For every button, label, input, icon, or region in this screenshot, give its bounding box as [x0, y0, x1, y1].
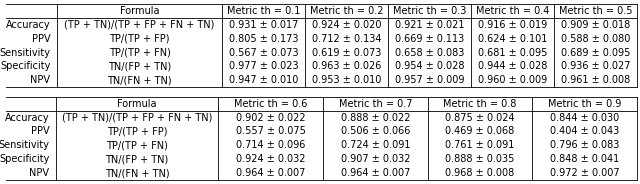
Text: Metric th = 0.3: Metric th = 0.3 — [393, 6, 467, 16]
Text: 0.888 ± 0.035: 0.888 ± 0.035 — [445, 154, 515, 164]
Text: 0.909 ± 0.018: 0.909 ± 0.018 — [561, 20, 630, 30]
Text: 0.921 ± 0.021: 0.921 ± 0.021 — [395, 20, 465, 30]
Text: TP/(TP + FP): TP/(TP + FP) — [107, 126, 168, 137]
Text: Formula: Formula — [120, 6, 159, 16]
Text: 0.469 ± 0.068: 0.469 ± 0.068 — [445, 126, 515, 137]
Text: 0.624 ± 0.101: 0.624 ± 0.101 — [478, 33, 547, 44]
Text: Metric th = 0.1: Metric th = 0.1 — [227, 6, 301, 16]
Text: 0.957 ± 0.009: 0.957 ± 0.009 — [395, 75, 465, 85]
Text: 0.669 ± 0.113: 0.669 ± 0.113 — [395, 33, 464, 44]
Text: 0.761 ± 0.091: 0.761 ± 0.091 — [445, 140, 515, 151]
Text: 0.931 ± 0.017: 0.931 ± 0.017 — [229, 20, 299, 30]
Text: Metric th = 0.4: Metric th = 0.4 — [476, 6, 549, 16]
Text: 0.953 ± 0.010: 0.953 ± 0.010 — [312, 75, 381, 85]
Text: 0.968 ± 0.008: 0.968 ± 0.008 — [445, 168, 515, 178]
Text: 0.681 ± 0.095: 0.681 ± 0.095 — [478, 47, 547, 58]
Text: TN/(FN + TN): TN/(FN + TN) — [108, 75, 172, 85]
Text: 0.916 ± 0.019: 0.916 ± 0.019 — [478, 20, 547, 30]
Text: Metric th = 0.6: Metric th = 0.6 — [234, 99, 307, 109]
Text: 0.907 ± 0.032: 0.907 ± 0.032 — [340, 154, 410, 164]
Text: 0.658 ± 0.083: 0.658 ± 0.083 — [395, 47, 464, 58]
Text: Specificity: Specificity — [0, 61, 51, 71]
Text: 0.724 ± 0.091: 0.724 ± 0.091 — [340, 140, 410, 151]
Text: 0.902 ± 0.022: 0.902 ± 0.022 — [236, 113, 305, 123]
Text: TN/(FP + TN): TN/(FP + TN) — [106, 154, 169, 164]
Text: 0.689 ± 0.095: 0.689 ± 0.095 — [561, 47, 630, 58]
Text: TN/(FP + TN): TN/(FP + TN) — [108, 61, 172, 71]
Text: 0.404 ± 0.043: 0.404 ± 0.043 — [550, 126, 619, 137]
Text: Accuracy: Accuracy — [6, 20, 51, 30]
Text: PPV: PPV — [31, 126, 49, 137]
Text: 0.557 ± 0.075: 0.557 ± 0.075 — [236, 126, 306, 137]
Text: 0.875 ± 0.024: 0.875 ± 0.024 — [445, 113, 515, 123]
Text: 0.936 ± 0.027: 0.936 ± 0.027 — [561, 61, 630, 71]
Text: PPV: PPV — [32, 33, 51, 44]
Text: Metric th = 0.8: Metric th = 0.8 — [444, 99, 516, 109]
Text: Metric th = 0.2: Metric th = 0.2 — [310, 6, 383, 16]
Text: 0.947 ± 0.010: 0.947 ± 0.010 — [229, 75, 299, 85]
Text: 0.888 ± 0.022: 0.888 ± 0.022 — [340, 113, 410, 123]
Text: Metric th = 0.9: Metric th = 0.9 — [548, 99, 621, 109]
Text: 0.714 ± 0.096: 0.714 ± 0.096 — [236, 140, 305, 151]
Text: 0.960 ± 0.009: 0.960 ± 0.009 — [478, 75, 547, 85]
Text: 0.972 ± 0.007: 0.972 ± 0.007 — [550, 168, 620, 178]
Text: (TP + TN)/(TP + FP + FN + TN): (TP + TN)/(TP + FP + FN + TN) — [62, 113, 212, 123]
Text: Metric th = 0.5: Metric th = 0.5 — [559, 6, 632, 16]
Text: Formula: Formula — [117, 99, 157, 109]
Text: 0.567 ± 0.073: 0.567 ± 0.073 — [229, 47, 299, 58]
Text: 0.506 ± 0.066: 0.506 ± 0.066 — [340, 126, 410, 137]
Text: TP/(TP + FN): TP/(TP + FN) — [109, 47, 170, 58]
Text: 0.964 ± 0.007: 0.964 ± 0.007 — [340, 168, 410, 178]
Text: 0.944 ± 0.028: 0.944 ± 0.028 — [478, 61, 547, 71]
Text: NPV: NPV — [31, 75, 51, 85]
Text: 0.848 ± 0.041: 0.848 ± 0.041 — [550, 154, 619, 164]
Text: 0.796 ± 0.083: 0.796 ± 0.083 — [550, 140, 619, 151]
Text: TN/(FN + TN): TN/(FN + TN) — [105, 168, 170, 178]
Text: 0.961 ± 0.008: 0.961 ± 0.008 — [561, 75, 630, 85]
Text: TP/(TP + FP): TP/(TP + FP) — [109, 33, 170, 44]
Text: Specificity: Specificity — [0, 154, 49, 164]
Text: 0.844 ± 0.030: 0.844 ± 0.030 — [550, 113, 619, 123]
Text: 0.619 ± 0.073: 0.619 ± 0.073 — [312, 47, 381, 58]
Text: 0.924 ± 0.020: 0.924 ± 0.020 — [312, 20, 381, 30]
Text: 0.954 ± 0.028: 0.954 ± 0.028 — [395, 61, 465, 71]
Text: TP/(TP + FN): TP/(TP + FN) — [106, 140, 168, 151]
Text: NPV: NPV — [29, 168, 49, 178]
Text: 0.963 ± 0.026: 0.963 ± 0.026 — [312, 61, 381, 71]
Text: Metric th = 0.7: Metric th = 0.7 — [339, 99, 412, 109]
Text: 0.977 ± 0.023: 0.977 ± 0.023 — [229, 61, 299, 71]
Text: (TP + TN)/(TP + FP + FN + TN): (TP + TN)/(TP + FP + FN + TN) — [65, 20, 215, 30]
Text: 0.805 ± 0.173: 0.805 ± 0.173 — [229, 33, 299, 44]
Text: Sensitivity: Sensitivity — [0, 140, 49, 151]
Text: 0.588 ± 0.080: 0.588 ± 0.080 — [561, 33, 630, 44]
Text: 0.924 ± 0.032: 0.924 ± 0.032 — [236, 154, 305, 164]
Text: 0.712 ± 0.134: 0.712 ± 0.134 — [312, 33, 381, 44]
Text: Accuracy: Accuracy — [5, 113, 49, 123]
Text: 0.964 ± 0.007: 0.964 ± 0.007 — [236, 168, 305, 178]
Text: Sensitivity: Sensitivity — [0, 47, 51, 58]
